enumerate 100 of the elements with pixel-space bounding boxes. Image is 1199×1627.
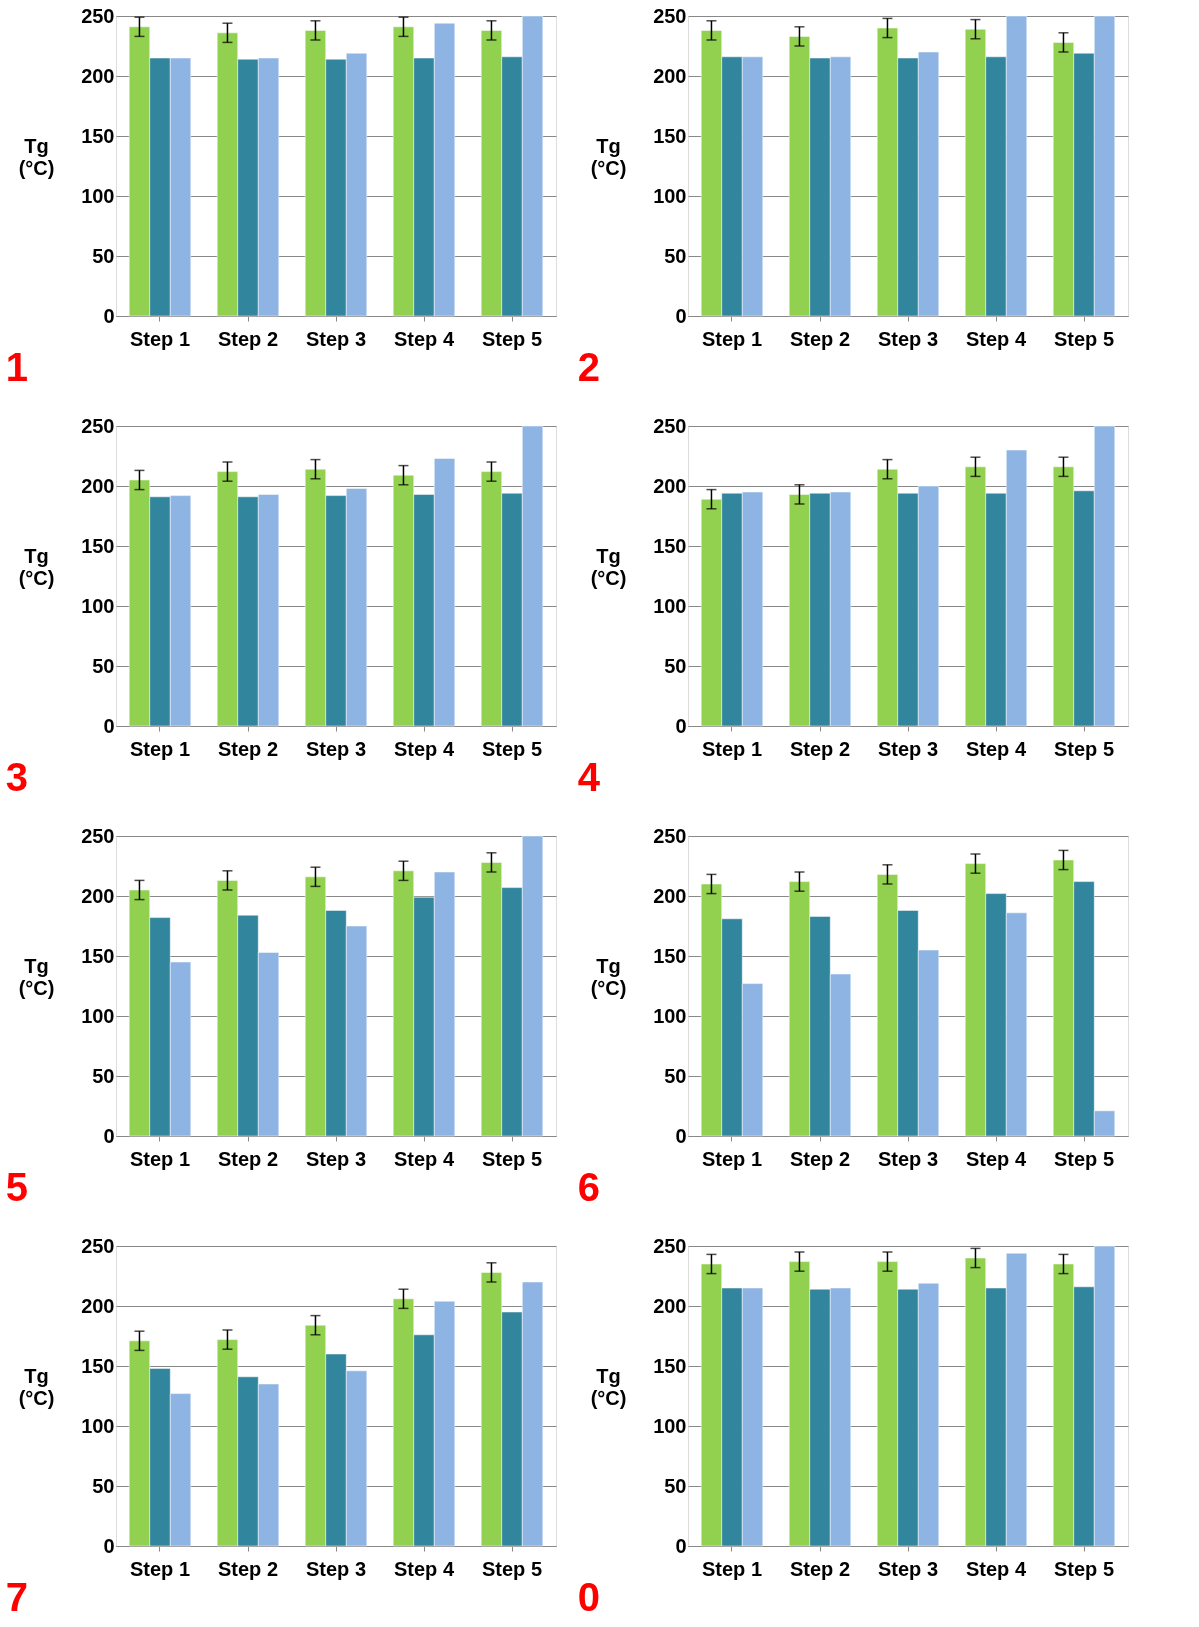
x-tick-label: Step 2 — [789, 737, 851, 760]
x-tick-label: Step 4 — [393, 327, 455, 350]
x-tick-label: Step 5 — [1053, 327, 1115, 350]
x-tick-label: Step 2 — [217, 737, 279, 760]
y-tick-label: 50 — [664, 244, 687, 267]
y-tick-label: 150 — [653, 534, 687, 557]
y-tick-label: 0 — [103, 714, 115, 737]
x-tick-label: Step 2 — [789, 327, 851, 350]
x-tick-label: Step 3 — [877, 1557, 939, 1580]
y-tick-label: 100 — [653, 1004, 687, 1027]
y-tick-label: 150 — [81, 1354, 115, 1377]
text: 0 — [577, 1575, 601, 1619]
y-tick-label: 200 — [653, 64, 687, 87]
y-tick-label: 150 — [81, 944, 115, 967]
x-tick-label: Step 2 — [789, 1557, 851, 1580]
x-tick-label: Step 1 — [129, 737, 191, 760]
y-tick-label: 0 — [103, 304, 115, 327]
y-tick-label: 150 — [81, 534, 115, 557]
y-tick-label: 50 — [664, 1474, 687, 1497]
y-tick-label: 250 — [653, 414, 687, 437]
y-axis-title: Tg (°C) — [18, 544, 55, 589]
y-tick-label: 100 — [653, 594, 687, 617]
x-tick-label: Step 5 — [1053, 737, 1115, 760]
y-axis-title: Tg (°C) — [590, 544, 627, 589]
y-tick-label: 200 — [653, 884, 687, 907]
text: 5 — [5, 1165, 29, 1209]
x-tick-label: Step 2 — [217, 1557, 279, 1580]
y-tick-label: 0 — [675, 1534, 687, 1557]
y-tick-label: 50 — [664, 654, 687, 677]
x-tick-label: Step 4 — [965, 327, 1027, 350]
y-tick-label: 100 — [81, 1004, 115, 1027]
x-tick-label: Step 2 — [789, 1147, 851, 1170]
y-axis-title: Tg (°C) — [18, 1364, 55, 1409]
y-tick-label: 0 — [103, 1534, 115, 1557]
y-tick-label: 150 — [81, 124, 115, 147]
x-tick-label: Step 3 — [305, 1147, 367, 1170]
y-tick-label: 200 — [81, 884, 115, 907]
y-tick-label: 200 — [653, 474, 687, 497]
y-tick-label: 200 — [81, 474, 115, 497]
x-tick-label: Step 4 — [965, 1147, 1027, 1170]
y-tick-label: 250 — [81, 1234, 115, 1257]
x-tick-label: Step 1 — [701, 327, 763, 350]
y-tick-label: 200 — [653, 1294, 687, 1317]
y-tick-label: 100 — [653, 184, 687, 207]
y-tick-label: 0 — [675, 304, 687, 327]
y-tick-label: 50 — [92, 244, 115, 267]
x-tick-label: Step 5 — [1053, 1557, 1115, 1580]
text: 4 — [577, 755, 601, 799]
y-tick-label: 50 — [92, 1064, 115, 1087]
y-tick-label: 250 — [81, 4, 115, 27]
y-tick-label: 50 — [664, 1064, 687, 1087]
y-tick-label: 250 — [653, 4, 687, 27]
x-tick-label: Step 2 — [217, 1147, 279, 1170]
x-tick-label: Step 1 — [129, 1557, 191, 1580]
x-tick-label: Step 1 — [129, 1147, 191, 1170]
y-tick-label: 100 — [81, 1414, 115, 1437]
x-tick-label: Step 4 — [965, 1557, 1027, 1580]
y-tick-label: 100 — [81, 184, 115, 207]
x-tick-label: Step 3 — [877, 1147, 939, 1170]
y-tick-label: 100 — [653, 1414, 687, 1437]
y-tick-label: 50 — [92, 654, 115, 677]
text: 3 — [5, 755, 29, 799]
y-axis-title: Tg (°C) — [590, 1364, 627, 1409]
y-tick-label: 0 — [675, 1124, 687, 1147]
x-tick-label: Step 5 — [481, 737, 543, 760]
y-tick-label: 200 — [81, 1294, 115, 1317]
x-tick-label: Step 3 — [305, 737, 367, 760]
x-tick-label: Step 5 — [481, 327, 543, 350]
x-tick-label: Step 3 — [877, 737, 939, 760]
x-tick-label: Step 1 — [701, 1557, 763, 1580]
y-axis-title: Tg (°C) — [18, 134, 55, 179]
text: 7 — [5, 1575, 29, 1619]
text: 2 — [577, 345, 601, 389]
x-tick-label: Step 5 — [481, 1557, 543, 1580]
y-tick-label: 250 — [653, 824, 687, 847]
y-tick-label: 250 — [81, 824, 115, 847]
x-tick-label: Step 1 — [701, 737, 763, 760]
y-tick-label: 150 — [653, 1354, 687, 1377]
y-tick-label: 150 — [653, 124, 687, 147]
y-tick-label: 150 — [653, 944, 687, 967]
y-tick-label: 0 — [675, 714, 687, 737]
y-tick-label: 50 — [92, 1474, 115, 1497]
y-tick-label: 250 — [81, 414, 115, 437]
x-tick-label: Step 1 — [129, 327, 191, 350]
x-tick-label: Step 4 — [393, 1557, 455, 1580]
y-tick-label: 250 — [653, 1234, 687, 1257]
x-tick-label: Step 3 — [305, 327, 367, 350]
y-axis-title: Tg (°C) — [590, 954, 627, 999]
x-tick-label: Step 4 — [965, 737, 1027, 760]
x-tick-label: Step 2 — [217, 327, 279, 350]
x-tick-label: Step 4 — [393, 737, 455, 760]
y-tick-label: 100 — [81, 594, 115, 617]
text: 6 — [577, 1165, 601, 1209]
x-tick-label: Step 3 — [305, 1557, 367, 1580]
x-tick-label: Step 5 — [481, 1147, 543, 1170]
y-tick-label: 200 — [81, 64, 115, 87]
y-axis-title: Tg (°C) — [590, 134, 627, 179]
x-tick-label: Step 4 — [393, 1147, 455, 1170]
y-axis-title: Tg (°C) — [18, 954, 55, 999]
y-tick-label: 0 — [103, 1124, 115, 1147]
